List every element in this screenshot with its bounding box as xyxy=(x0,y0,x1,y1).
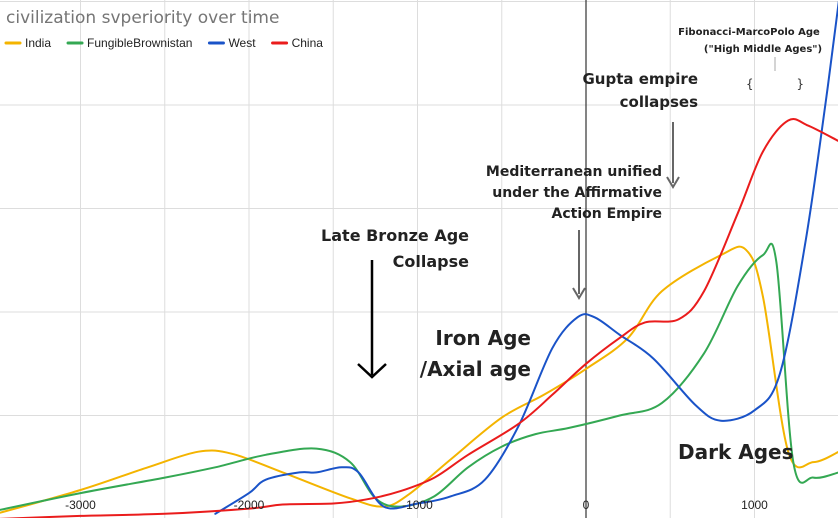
legend-item-fungiblebrownistan[interactable]: FungibleBrownistan xyxy=(66,36,192,50)
annotation-iron-age: Iron Age /Axial age xyxy=(420,326,531,381)
x-tick-label: -1000 xyxy=(402,498,433,512)
legend: India FungibleBrownistan West China xyxy=(4,36,324,50)
annotation-mediterranean-line-1: Mediterranean unified xyxy=(486,164,662,180)
legend-label: China xyxy=(292,36,324,50)
annotation-mediterranean-line-2: under the Affirmative xyxy=(492,185,662,201)
annotation-dark-ages: Dark Ages xyxy=(678,440,794,464)
series-line-fungiblebrownistan xyxy=(0,242,838,511)
annotation-high-middle-ages-line-2: ("High Middle Ages") xyxy=(704,44,822,55)
series-line-west xyxy=(214,0,838,515)
x-axis-ticks: -3000 -2000 -1000 0 1000 xyxy=(65,498,768,512)
legend-item-west[interactable]: West xyxy=(207,36,256,50)
annotation-bronze-age-line-2: Collapse xyxy=(393,252,469,271)
annotation-iron-age-line-2: /Axial age xyxy=(420,357,531,381)
x-tick-label: -2000 xyxy=(234,498,265,512)
series-line-india xyxy=(0,245,838,514)
series-line-china xyxy=(0,118,838,518)
chart-title: civilization svperiority over time xyxy=(6,8,279,28)
annotation-high-middle-ages-brace: { } xyxy=(746,77,804,91)
annotation-high-middle-ages: Fibonacci-MarcoPolo Age ("High Middle Ag… xyxy=(678,27,822,91)
legend-item-india[interactable]: India xyxy=(4,36,51,50)
annotation-iron-age-line-1: Iron Age xyxy=(435,326,531,350)
legend-label: India xyxy=(25,36,51,50)
legend-item-china[interactable]: China xyxy=(271,36,324,50)
annotation-bronze-age: Late Bronze Age Collapse xyxy=(321,226,469,379)
annotation-gupta-line-1: Gupta empire xyxy=(583,70,699,88)
annotation-gupta: Gupta empire collapses xyxy=(583,70,699,189)
annotation-bronze-age-line-1: Late Bronze Age xyxy=(321,226,469,245)
x-tick-label: 0 xyxy=(583,498,590,512)
x-tick-label: 1000 xyxy=(741,498,768,512)
annotation-gupta-line-2: collapses xyxy=(620,93,698,111)
x-tick-label: -3000 xyxy=(65,498,96,512)
legend-label: West xyxy=(228,36,256,50)
legend-label: FungibleBrownistan xyxy=(87,36,192,50)
annotation-mediterranean: Mediterranean unified under the Affirmat… xyxy=(486,164,662,300)
annotation-high-middle-ages-line-1: Fibonacci-MarcoPolo Age xyxy=(678,27,820,38)
annotation-mediterranean-line-3: Action Empire xyxy=(552,206,662,222)
